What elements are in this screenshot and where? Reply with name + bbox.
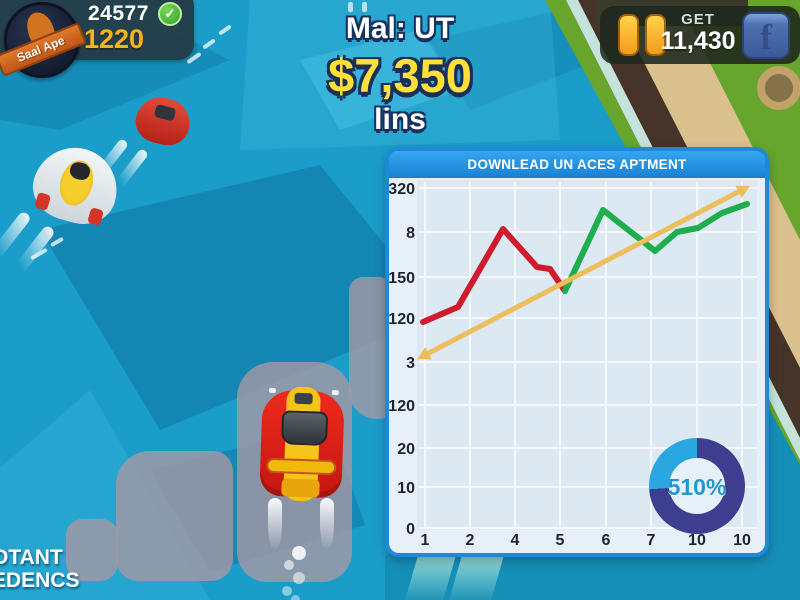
facebook-button[interactable]: f bbox=[742, 12, 790, 59]
rival-boat-red bbox=[131, 92, 195, 150]
boost-flame bbox=[268, 498, 282, 550]
pause-icon bbox=[618, 14, 639, 56]
car-hood-vent bbox=[294, 392, 313, 405]
watermark-line: OTANT bbox=[0, 546, 63, 569]
water-bubble bbox=[282, 586, 292, 596]
car-windshield bbox=[281, 410, 329, 446]
title-block: Mal: UT $7,350 lins bbox=[260, 12, 540, 137]
svg-text:5: 5 bbox=[556, 532, 565, 549]
svg-text:10: 10 bbox=[733, 532, 751, 549]
resource-amount: 11,430 bbox=[660, 27, 736, 55]
boat-hull bbox=[131, 92, 195, 150]
score-value: 24577 bbox=[88, 2, 149, 25]
pause-icon bbox=[645, 14, 666, 56]
wake-trail bbox=[202, 38, 216, 50]
ramp-step bbox=[116, 451, 233, 581]
lane-marking bbox=[348, 2, 353, 12]
svg-text:8: 8 bbox=[406, 225, 415, 242]
water-bubble bbox=[293, 572, 305, 584]
title-subline: lins bbox=[374, 103, 426, 136]
player-car bbox=[251, 381, 353, 508]
stone-fountain bbox=[757, 66, 800, 110]
svg-text:20: 20 bbox=[397, 441, 415, 458]
ramp-step bbox=[66, 519, 118, 581]
svg-text:4: 4 bbox=[511, 532, 520, 549]
svg-text:3: 3 bbox=[406, 355, 415, 372]
car-headlight bbox=[268, 387, 276, 394]
svg-text:1: 1 bbox=[421, 532, 430, 549]
car-spoiler bbox=[266, 457, 337, 476]
lane-marking bbox=[348, 18, 353, 28]
wake-trail bbox=[218, 24, 232, 36]
lane-marking bbox=[362, 18, 367, 28]
svg-text:2: 2 bbox=[466, 532, 475, 549]
stats-panel: DOWNLEAD UN ACES APTMENT 320 8 150 120 3 120 2… bbox=[385, 147, 769, 557]
prize-amount: $7,350 bbox=[328, 49, 472, 102]
watermark: OTANT EDENCS bbox=[0, 546, 80, 592]
donut-chart: 510% bbox=[649, 438, 745, 534]
car-headlight bbox=[331, 390, 339, 396]
svg-text:7: 7 bbox=[647, 532, 656, 549]
donut-percent-label: 510% bbox=[667, 474, 727, 500]
resource-panel: GET 11,430 f bbox=[600, 6, 800, 64]
svg-text:0: 0 bbox=[406, 521, 415, 538]
title-line: Mal: UT bbox=[345, 12, 455, 45]
player-badge[interactable]: Saal Ape bbox=[0, 2, 88, 78]
svg-text:150: 150 bbox=[389, 270, 415, 287]
watermark-line: EDENCS bbox=[0, 569, 80, 592]
boat-accent bbox=[87, 207, 104, 227]
svg-text:120: 120 bbox=[389, 398, 415, 415]
svg-text:10: 10 bbox=[688, 532, 706, 549]
facebook-icon: f bbox=[760, 17, 772, 57]
water-bubble bbox=[284, 560, 294, 570]
panel-header: DOWNLEAD UN ACES APTMENT bbox=[389, 151, 765, 178]
svg-text:320: 320 bbox=[389, 181, 415, 198]
get-label: GET bbox=[681, 11, 715, 28]
check-icon: ✓ bbox=[158, 2, 182, 26]
coins-value: 1220 bbox=[84, 24, 145, 54]
svg-text:120: 120 bbox=[389, 311, 415, 328]
boost-flame bbox=[320, 498, 334, 550]
pause-button[interactable] bbox=[612, 14, 670, 56]
car-tail bbox=[281, 478, 320, 498]
svg-text:10: 10 bbox=[397, 480, 415, 497]
water-bubble bbox=[292, 546, 306, 560]
lane-marking bbox=[362, 2, 367, 12]
water-bubble bbox=[291, 595, 300, 600]
donut-hole bbox=[669, 458, 725, 514]
svg-text:6: 6 bbox=[602, 532, 611, 549]
